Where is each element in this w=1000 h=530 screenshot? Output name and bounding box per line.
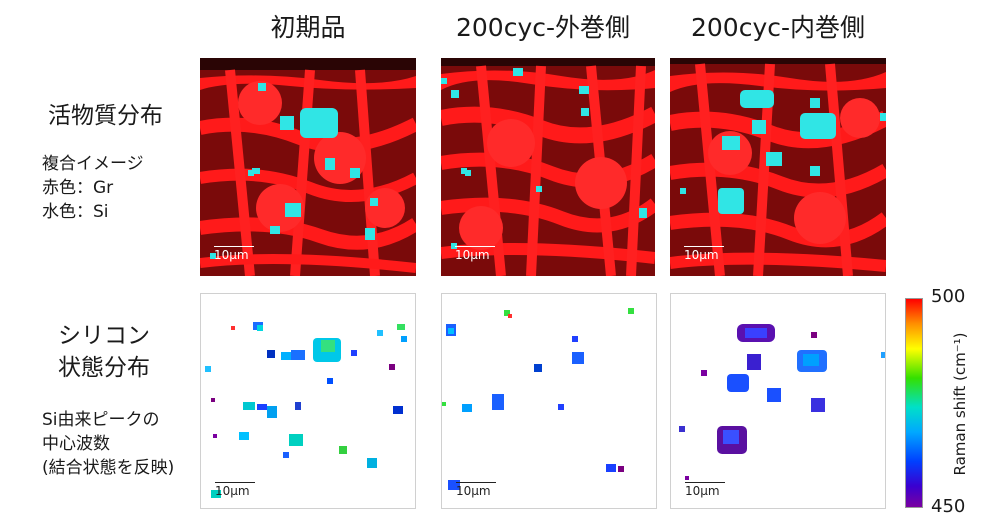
composite-map-inner: 10μm bbox=[670, 58, 886, 276]
scale-bar-composite-outer: 10μm bbox=[455, 246, 495, 262]
silicon-map-initial: 10μm bbox=[200, 293, 416, 509]
silicon-map-inner: 10μm bbox=[670, 293, 886, 509]
scale-bar-composite-initial: 10μm bbox=[214, 246, 254, 262]
scale-bar-silicon-initial: 10μm bbox=[215, 482, 255, 498]
colorbar-min-label: 450 bbox=[931, 496, 966, 517]
legend-composite: 複合イメージ bbox=[42, 154, 144, 174]
legend-red-gr: 赤色：Gr bbox=[42, 178, 114, 198]
raman-shift-colorbar bbox=[905, 298, 923, 508]
desc-line3: (結合状態を反映) bbox=[42, 458, 175, 478]
column-title-inner: 200cyc-内巻側 bbox=[690, 13, 866, 42]
row-title-silicon-state: シリコン 状態分布 bbox=[58, 320, 150, 384]
row2-title-line1: シリコン bbox=[58, 323, 150, 349]
colorbar-max-label: 500 bbox=[931, 286, 966, 307]
desc-line2: 中心波数 bbox=[42, 434, 110, 454]
desc-line1: Si由来ピークの bbox=[42, 410, 160, 430]
row1-legend: 複合イメージ 赤色：Gr 水色：Si bbox=[42, 152, 144, 224]
scale-bar-silicon-inner: 10μm bbox=[685, 482, 725, 498]
scale-bar-composite-inner: 10μm bbox=[684, 246, 724, 262]
composite-map-outer: 10μm bbox=[441, 58, 655, 276]
colorbar-axis-label: Raman shift (cm⁻¹) bbox=[951, 332, 969, 476]
row2-title-line2: 状態分布 bbox=[58, 355, 150, 381]
silicon-map-outer: 10μm bbox=[441, 293, 657, 509]
column-title-initial: 初期品 bbox=[270, 13, 346, 42]
row-title-active-material: 活物質分布 bbox=[48, 103, 163, 129]
legend-cyan-si: 水色：Si bbox=[42, 202, 109, 222]
composite-map-initial: 10μm bbox=[200, 58, 416, 276]
row2-description: Si由来ピークの 中心波数 (結合状態を反映) bbox=[42, 408, 174, 480]
column-title-outer: 200cyc-外巻側 bbox=[455, 13, 631, 42]
scale-bar-silicon-outer: 10μm bbox=[456, 482, 496, 498]
